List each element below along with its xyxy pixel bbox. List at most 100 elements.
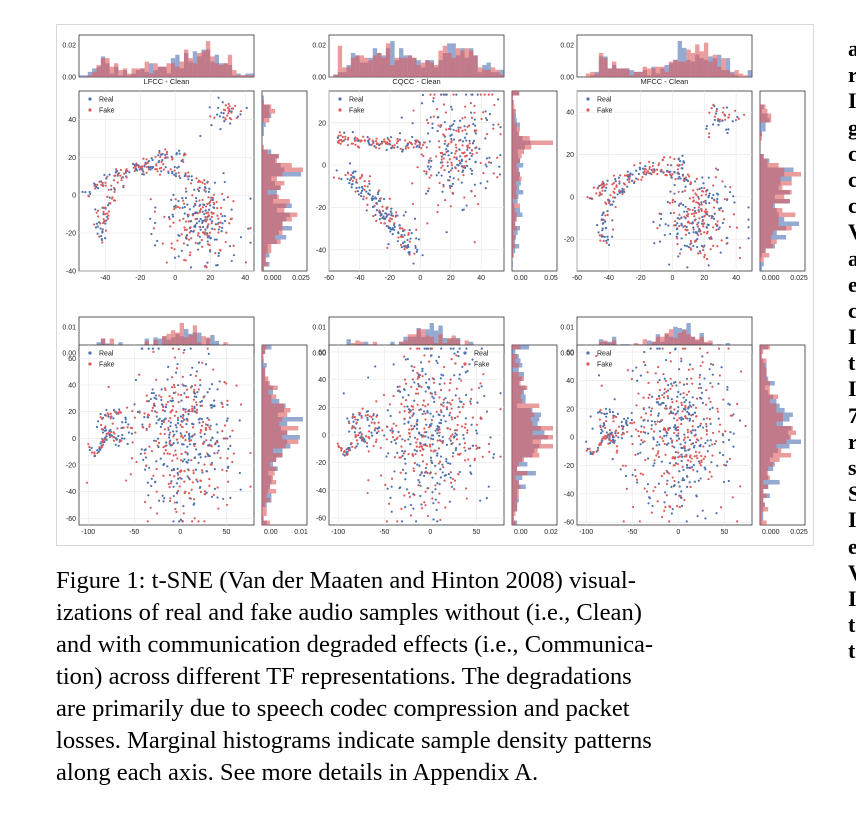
point-real	[209, 439, 212, 442]
point-real	[478, 446, 481, 449]
point-fake	[477, 386, 481, 390]
point-real	[183, 418, 186, 421]
top-hist-bar	[495, 69, 500, 77]
point-fake	[428, 426, 431, 429]
point-real	[426, 411, 429, 414]
point-real	[489, 436, 492, 439]
subplot-3: 0.000.01LFCC - Communication-100-50050-6…	[62, 316, 308, 536]
top-hist-bar	[699, 51, 704, 77]
point-fake	[163, 432, 166, 436]
point-fake	[673, 408, 676, 411]
point-real	[222, 198, 226, 201]
point-fake	[623, 174, 627, 177]
point-fake	[439, 409, 442, 412]
point-fake	[637, 178, 640, 181]
top-hist-bar	[486, 69, 491, 77]
right-hist-bar	[760, 127, 766, 132]
point-fake	[226, 457, 229, 460]
point-real	[230, 259, 233, 263]
point-fake	[428, 445, 432, 448]
point-real	[443, 153, 447, 156]
point-real	[685, 474, 689, 478]
point-fake	[180, 434, 183, 437]
point-real	[401, 229, 405, 233]
point-fake	[375, 438, 378, 441]
point-real	[691, 413, 694, 416]
point-fake	[604, 214, 607, 217]
point-real	[499, 153, 502, 157]
point-real	[214, 223, 218, 226]
right-hist-bar	[760, 439, 787, 444]
point-fake	[726, 242, 729, 245]
point-real	[188, 437, 191, 440]
point-fake	[499, 408, 502, 411]
point-fake	[403, 417, 406, 420]
point-real	[636, 481, 639, 484]
point-fake	[648, 166, 651, 169]
right-hist-tick-label: 0.000	[762, 529, 780, 536]
point-real	[208, 187, 211, 190]
point-fake	[680, 357, 683, 360]
top-hist-bar	[629, 75, 634, 77]
point-fake	[427, 360, 431, 363]
point-real	[400, 233, 403, 237]
point-real	[589, 451, 592, 454]
point-fake	[116, 427, 119, 430]
point-fake	[723, 198, 726, 201]
point-real	[409, 409, 412, 412]
point-fake	[338, 131, 341, 134]
point-real	[105, 177, 108, 180]
x-tick-label: -50	[379, 529, 389, 536]
point-fake	[722, 106, 725, 109]
y-tick-label: 0	[322, 433, 326, 440]
point-fake	[683, 498, 686, 502]
top-hist-bar	[464, 48, 469, 77]
point-real	[445, 231, 448, 234]
top-hist-bar	[381, 57, 386, 77]
point-fake	[371, 139, 374, 142]
point-fake	[724, 430, 727, 433]
point-fake	[141, 165, 144, 168]
point-real	[447, 154, 450, 157]
point-real	[424, 435, 427, 438]
point-fake	[688, 455, 692, 459]
point-fake	[138, 411, 141, 414]
top-hist-bar	[184, 49, 189, 77]
point-fake	[399, 471, 402, 474]
point-real	[108, 433, 111, 437]
right-hist-bar	[262, 466, 277, 471]
right-hist-bar	[760, 212, 796, 217]
right-hist-bar	[512, 190, 524, 195]
point-real	[405, 488, 408, 491]
point-fake	[99, 416, 102, 419]
right-hist-bar	[262, 190, 277, 195]
point-fake	[166, 400, 170, 404]
point-fake	[101, 241, 104, 244]
point-fake	[411, 414, 414, 418]
point-real	[691, 442, 695, 445]
point-real	[389, 414, 392, 418]
point-real	[663, 392, 666, 395]
point-fake	[180, 393, 183, 397]
point-fake	[466, 125, 469, 128]
point-fake	[662, 156, 666, 159]
point-fake	[414, 392, 418, 395]
point-fake	[447, 142, 450, 145]
top-hist-bar	[385, 43, 391, 77]
point-real	[149, 168, 152, 171]
point-fake	[398, 385, 401, 388]
point-real	[176, 472, 179, 475]
point-real	[187, 459, 190, 462]
point-fake	[403, 247, 406, 251]
caption-line-2: izations of real and fake audio samples …	[56, 599, 642, 626]
point-real	[188, 208, 191, 211]
point-real	[721, 119, 724, 122]
point-fake	[692, 228, 695, 231]
point-fake	[690, 212, 694, 215]
point-real	[431, 126, 434, 130]
right-hist-bar	[512, 109, 517, 114]
point-fake	[711, 385, 714, 388]
point-fake	[423, 427, 426, 430]
x-tick-label: -40	[604, 275, 614, 282]
point-real	[201, 219, 204, 222]
